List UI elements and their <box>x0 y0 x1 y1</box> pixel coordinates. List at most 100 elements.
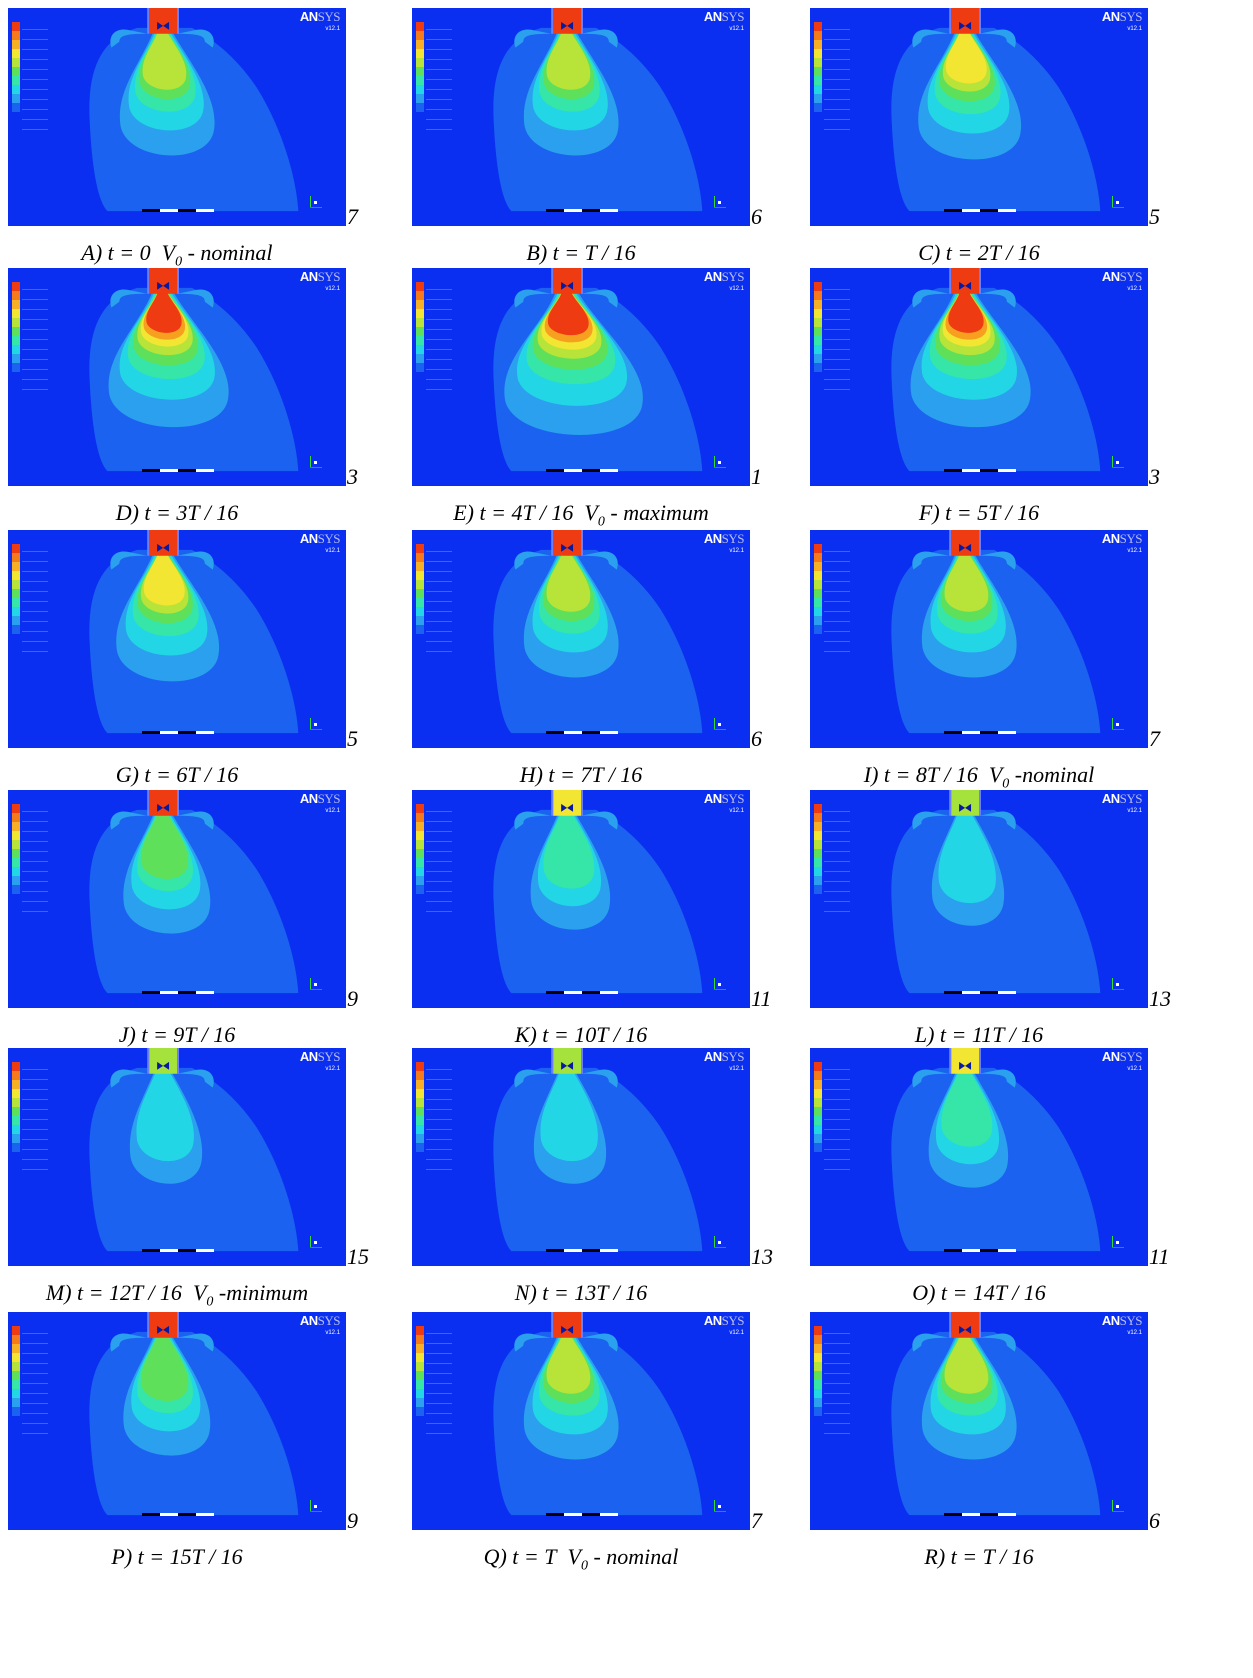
contour-level-2 <box>938 813 996 904</box>
nozzle-stem <box>553 8 581 34</box>
legend-swatch <box>814 300 822 309</box>
caption-subscript: 0 <box>1002 776 1010 792</box>
panel-marker-number: 5 <box>1149 204 1160 229</box>
legend-swatch <box>416 616 424 625</box>
legend-swatch <box>814 1071 822 1080</box>
legend-ticks <box>22 542 48 652</box>
scale-bar-segment <box>564 991 582 994</box>
legend-swatch <box>12 76 20 85</box>
scale-bar-segment <box>160 1513 178 1516</box>
scale-bar-segment <box>582 1249 600 1252</box>
scale-bar-segment <box>980 209 998 212</box>
nozzle-wall-left <box>147 530 150 556</box>
logo-brand-light: SYS <box>721 1049 745 1064</box>
legend-swatch <box>12 1116 20 1125</box>
legend-swatch <box>12 1152 20 1161</box>
legend-swatch <box>12 67 20 76</box>
scale-bar-segment <box>998 209 1016 212</box>
scale-bar-segment <box>962 1249 980 1252</box>
caption-suffix: - maximum <box>604 500 709 525</box>
wing-left <box>514 1069 552 1088</box>
legend-ticks <box>824 802 850 912</box>
legend-swatch <box>814 616 822 625</box>
contour-level-6 <box>143 553 185 606</box>
axis-triad-icon <box>310 454 322 468</box>
color-legend <box>416 804 452 912</box>
nozzle-stem <box>553 1312 581 1338</box>
panel-caption: I) t = 8T / 16 V0 -nominal <box>810 762 1148 792</box>
legend-swatch <box>12 885 20 894</box>
scale-bar <box>142 464 232 476</box>
legend-swatch <box>814 345 822 354</box>
scale-bar-segment <box>998 731 1016 734</box>
ansys-logo: ANSYS v12.1 <box>703 9 745 32</box>
logo-brand-light: SYS <box>317 791 341 806</box>
legend-swatch <box>416 804 424 813</box>
contour-level-2 <box>136 1071 194 1162</box>
logo-brand-light: SYS <box>317 1049 341 1064</box>
contour-plot: ANSYS v12.1 <box>412 268 750 486</box>
caption-suffix: - nominal <box>182 240 273 265</box>
scale-bar <box>546 464 636 476</box>
nozzle-wall-left <box>949 1048 952 1074</box>
legend-swatch <box>416 1152 424 1161</box>
legend-swatch <box>416 67 424 76</box>
wing-right <box>979 811 1016 830</box>
contour-field <box>891 790 1101 994</box>
legend-swatch <box>814 309 822 318</box>
legend-swatch <box>416 1107 424 1116</box>
legend-swatch <box>814 103 822 112</box>
contour-level-4 <box>141 813 189 880</box>
legend-swatch <box>416 1071 424 1080</box>
panel-caption: A) t = 0 V0 - nominal <box>8 240 346 270</box>
legend-swatch <box>814 1335 822 1344</box>
legend-ticks <box>426 20 452 130</box>
legend-swatch <box>814 291 822 300</box>
logo-brand-light: SYS <box>1119 531 1143 546</box>
color-legend <box>814 22 850 130</box>
legend-swatch <box>12 1080 20 1089</box>
legend-swatch <box>12 822 20 831</box>
nozzle-stem <box>951 790 979 816</box>
contour-plot: ANSYS v12.1 <box>412 1312 750 1530</box>
contour-field <box>891 268 1101 472</box>
legend-swatch <box>814 327 822 336</box>
panel-a: ANSYS v12.1 7 A) t = 0 V0 - nominal <box>8 8 378 270</box>
legend-swatch <box>416 544 424 553</box>
axis-triad-icon <box>1112 454 1124 468</box>
logo-brand-light: SYS <box>721 531 745 546</box>
ansys-logo: ANSYS v12.1 <box>704 531 745 554</box>
legend-swatch <box>814 1080 822 1089</box>
ansys-logo: ANSYS v12.1 <box>300 1313 341 1336</box>
caption-subscript: 0 <box>206 1294 214 1310</box>
legend-swatch <box>814 849 822 858</box>
legend-swatch <box>814 67 822 76</box>
wing-right <box>581 551 618 570</box>
panel-caption: O) t = 14T / 16 <box>810 1280 1148 1306</box>
caption-text: Q) t = T <box>483 1544 557 1569</box>
logo-brand-bold: AN <box>703 9 722 24</box>
legend-swatch <box>12 354 20 363</box>
legend-swatch <box>416 1098 424 1107</box>
legend-swatch <box>12 562 20 571</box>
legend-swatch <box>814 318 822 327</box>
logo-version: v12.1 <box>1127 286 1142 292</box>
caption-variable: V <box>192 1280 207 1305</box>
legend-swatch <box>814 598 822 607</box>
color-legend <box>12 22 48 130</box>
panel-d: ANSYS v12.1 3 D) t = 3T / 16 <box>8 268 378 528</box>
legend-swatch <box>416 894 424 903</box>
logo-brand-light: SYS <box>721 269 745 284</box>
panel-c: ANSYS v12.1 5 C) t = 2T / 16 <box>810 8 1180 268</box>
scale-bar-segment <box>998 1513 1016 1516</box>
caption-text: J) t = 9T / 16 <box>118 1022 236 1047</box>
legend-ticks <box>426 1060 452 1170</box>
logo-brand-light: SYS <box>317 531 341 546</box>
scale-bar-segment <box>142 469 160 472</box>
scale-bar <box>944 464 1034 476</box>
legend-swatch <box>12 1362 20 1371</box>
logo-version: v12.1 <box>325 1330 340 1336</box>
ansys-logo: ANSYS v12.1 <box>1102 791 1143 814</box>
panel-marker-number: 9 <box>347 986 358 1011</box>
panel-caption: Q) t = T V0 - nominal <box>412 1544 750 1574</box>
